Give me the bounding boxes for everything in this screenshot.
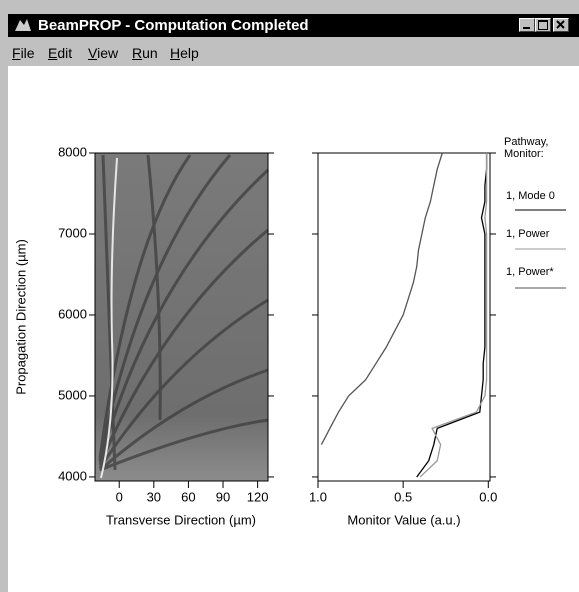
legend-label: 1, Mode 0 bbox=[506, 190, 555, 202]
x-tick-label: 30 bbox=[147, 489, 161, 504]
y-axis-label: Propagation Direction (µm) bbox=[13, 239, 28, 395]
menu-item[interactable]: Edit bbox=[48, 45, 73, 61]
x-axis-label: Monitor Value (a.u.) bbox=[347, 512, 460, 527]
x-tick-label: 60 bbox=[181, 489, 195, 504]
monitor-line bbox=[416, 153, 488, 478]
y-tick-label: 6000 bbox=[58, 306, 87, 321]
y-tick-label: 7000 bbox=[58, 225, 87, 240]
close-button[interactable] bbox=[553, 18, 569, 32]
legend-title: Pathway, Monitor: bbox=[504, 136, 549, 160]
monitor-line bbox=[419, 153, 488, 478]
y-tick-label: 8000 bbox=[58, 144, 87, 159]
x-tick-label: 0.0 bbox=[479, 489, 497, 504]
y-tick-label: 5000 bbox=[58, 387, 87, 402]
menu-bar: File Edit View Run Help bbox=[8, 37, 579, 66]
plots: Propagation Direction (µm) Transverse Di… bbox=[13, 144, 566, 527]
x-axis-label: Transverse Direction (µm) bbox=[106, 512, 256, 527]
legend-label: 1, Power* bbox=[506, 266, 554, 278]
plot-frame bbox=[94, 152, 269, 482]
x-tick-label: 0.5 bbox=[394, 489, 412, 504]
app-icon bbox=[15, 19, 31, 31]
title-bar: BeamPROP - Computation Completed bbox=[8, 14, 579, 37]
monitor-line bbox=[320, 152, 443, 445]
menu-item[interactable]: Run bbox=[132, 45, 158, 61]
x-tick-label: 1.0 bbox=[309, 489, 327, 504]
minimize-button[interactable] bbox=[519, 18, 535, 32]
content-area: Propagation Direction (µm) Transverse Di… bbox=[8, 66, 579, 592]
x-tick-label: 120 bbox=[247, 489, 269, 504]
field-pattern bbox=[98, 154, 270, 472]
window-title: BeamPROP - Computation Completed bbox=[38, 17, 309, 34]
legend-label: 1, Power bbox=[506, 228, 550, 240]
x-tick-label: 0 bbox=[116, 489, 123, 504]
field-peak bbox=[100, 157, 118, 479]
menu-item[interactable]: View bbox=[88, 45, 119, 61]
maximize-button[interactable] bbox=[535, 18, 551, 32]
plot-frame bbox=[317, 152, 491, 482]
x-tick-label: 90 bbox=[216, 489, 230, 504]
menu-item[interactable]: File bbox=[12, 45, 35, 61]
menu-item[interactable]: Help bbox=[170, 45, 199, 61]
y-tick-label: 4000 bbox=[58, 468, 87, 483]
